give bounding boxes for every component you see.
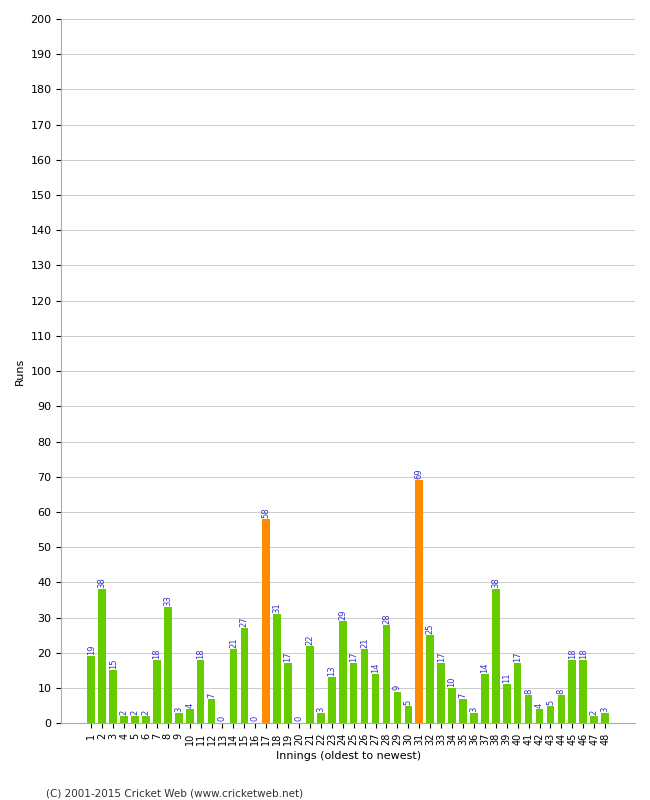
Text: 69: 69	[415, 469, 424, 479]
Bar	[142, 716, 150, 723]
Text: 21: 21	[360, 638, 369, 648]
Text: 31: 31	[272, 602, 281, 613]
Bar	[98, 590, 106, 723]
Text: 0: 0	[218, 716, 227, 722]
Text: 18: 18	[578, 648, 588, 658]
Bar	[393, 691, 401, 723]
Text: 7: 7	[458, 692, 467, 698]
Text: 5: 5	[404, 699, 413, 705]
Bar	[306, 646, 314, 723]
Y-axis label: Runs: Runs	[15, 358, 25, 385]
Text: 28: 28	[382, 613, 391, 623]
Text: 8: 8	[524, 689, 533, 694]
Text: 2: 2	[142, 710, 150, 715]
Bar	[569, 660, 576, 723]
Text: 0: 0	[251, 716, 260, 722]
Bar	[470, 713, 478, 723]
Text: 13: 13	[328, 666, 336, 676]
Text: 38: 38	[491, 578, 500, 588]
Bar	[426, 635, 434, 723]
Text: 17: 17	[283, 652, 292, 662]
Text: 18: 18	[568, 648, 577, 658]
Bar	[590, 716, 598, 723]
Text: 4: 4	[535, 703, 544, 708]
Text: 2: 2	[120, 710, 129, 715]
Text: 17: 17	[513, 652, 522, 662]
Bar	[404, 706, 412, 723]
Text: 10: 10	[448, 677, 456, 687]
Bar	[601, 713, 609, 723]
Bar	[229, 650, 237, 723]
Bar	[186, 709, 194, 723]
Bar	[481, 674, 489, 723]
Bar	[415, 480, 423, 723]
Text: 11: 11	[502, 673, 511, 683]
Text: 7: 7	[207, 692, 216, 698]
Bar	[503, 685, 510, 723]
Bar	[383, 625, 390, 723]
Text: 0: 0	[294, 716, 304, 722]
Text: 9: 9	[393, 686, 402, 690]
Text: 19: 19	[87, 645, 96, 655]
Text: (C) 2001-2015 Cricket Web (www.cricketweb.net): (C) 2001-2015 Cricket Web (www.cricketwe…	[46, 788, 303, 798]
Text: 15: 15	[109, 659, 118, 670]
Text: 2: 2	[131, 710, 140, 715]
Text: 2: 2	[590, 710, 599, 715]
Bar	[536, 709, 543, 723]
Bar	[88, 656, 95, 723]
Bar	[240, 628, 248, 723]
Text: 8: 8	[557, 689, 566, 694]
Bar	[164, 607, 172, 723]
Bar	[448, 688, 456, 723]
Bar	[372, 674, 380, 723]
Bar	[175, 713, 183, 723]
Text: 17: 17	[437, 652, 446, 662]
Text: 29: 29	[338, 610, 347, 620]
Bar	[558, 695, 566, 723]
Text: 38: 38	[98, 578, 107, 588]
Bar	[547, 706, 554, 723]
Text: 33: 33	[163, 595, 172, 606]
Text: 22: 22	[306, 634, 315, 645]
Bar	[350, 663, 358, 723]
Bar	[339, 621, 346, 723]
Bar	[525, 695, 532, 723]
Bar	[109, 670, 117, 723]
Bar	[120, 716, 128, 723]
Text: 3: 3	[174, 706, 183, 712]
Bar	[317, 713, 325, 723]
Bar	[197, 660, 205, 723]
Text: 18: 18	[152, 648, 161, 658]
Bar	[263, 519, 270, 723]
Text: 14: 14	[480, 662, 489, 673]
Text: 3: 3	[469, 706, 478, 712]
Bar	[514, 663, 521, 723]
Bar	[208, 698, 215, 723]
Bar	[131, 716, 139, 723]
Text: 14: 14	[371, 662, 380, 673]
Bar	[284, 663, 292, 723]
Bar	[273, 614, 281, 723]
Text: 27: 27	[240, 617, 249, 627]
Text: 18: 18	[196, 648, 205, 658]
Text: 3: 3	[317, 706, 326, 712]
Bar	[153, 660, 161, 723]
Text: 58: 58	[262, 507, 270, 518]
Text: 5: 5	[546, 699, 555, 705]
Text: 4: 4	[185, 703, 194, 708]
Bar	[437, 663, 445, 723]
Text: 17: 17	[349, 652, 358, 662]
Bar	[459, 698, 467, 723]
Bar	[361, 650, 369, 723]
Text: 3: 3	[601, 706, 610, 712]
Text: 21: 21	[229, 638, 238, 648]
X-axis label: Innings (oldest to newest): Innings (oldest to newest)	[276, 751, 421, 761]
Bar	[328, 678, 335, 723]
Bar	[492, 590, 500, 723]
Bar	[579, 660, 587, 723]
Text: 25: 25	[426, 624, 435, 634]
